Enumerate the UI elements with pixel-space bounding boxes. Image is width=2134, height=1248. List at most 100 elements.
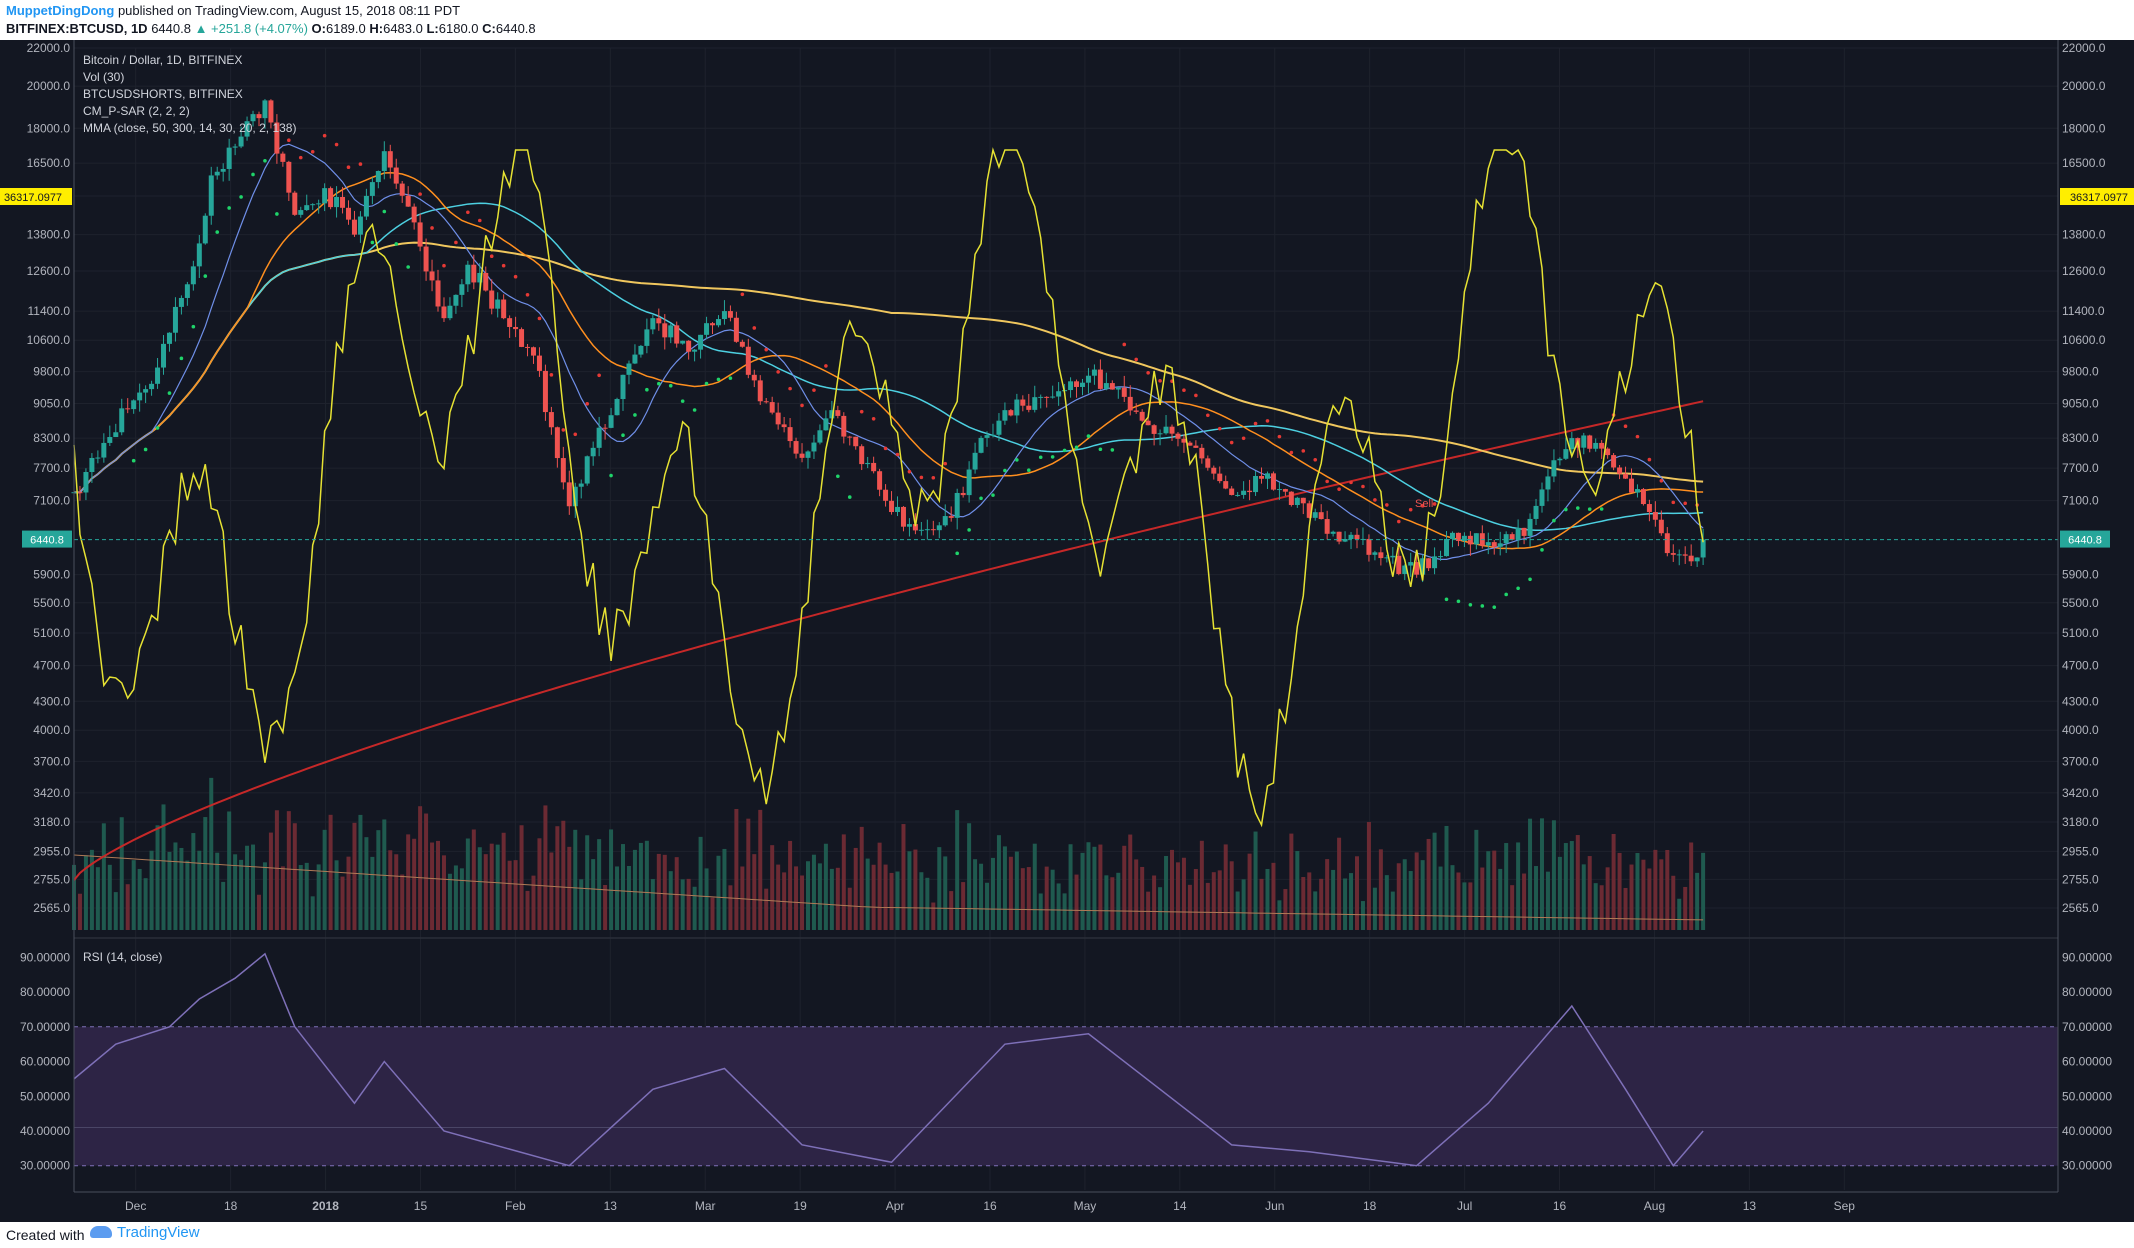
tradingview-logo[interactable]: TradingView	[90, 1224, 200, 1241]
volume-bar	[1438, 866, 1443, 930]
psar-dot	[1337, 487, 1341, 491]
legend-psar[interactable]: CM_P-SAR (2, 2, 2)	[83, 104, 190, 118]
psar-dot	[1301, 449, 1306, 453]
candle-body	[1032, 397, 1038, 410]
volume-bar	[979, 863, 984, 930]
legend-rsi[interactable]: RSI (14, close)	[83, 950, 162, 964]
rsi-tick-right: 40.00000	[2062, 1124, 2112, 1138]
volume-bar	[603, 884, 608, 930]
volume-bar	[256, 894, 261, 930]
candle-body	[1605, 448, 1611, 456]
candle-body	[781, 424, 787, 428]
volume-bar	[1134, 859, 1139, 930]
candle-body	[1300, 497, 1306, 504]
close-label: C:	[482, 21, 496, 36]
candle-body	[1444, 538, 1450, 557]
time-tick: Feb	[505, 1199, 526, 1213]
volume-bar	[125, 884, 130, 930]
grid-lines	[74, 47, 2058, 1190]
legend-main[interactable]: Bitcoin / Dollar, 1D, BITFINEX	[83, 53, 242, 67]
author-link[interactable]: MuppetDingDong	[6, 3, 115, 18]
time-tick: 19	[793, 1199, 807, 1213]
ma-300-line	[73, 400, 1704, 881]
candle-body	[560, 458, 566, 483]
legend-shorts[interactable]: BTCUSDSHORTS, BITFINEX	[83, 87, 243, 101]
psar-dot	[1182, 388, 1186, 393]
candle-body	[1539, 489, 1545, 506]
volume-bar	[1349, 873, 1354, 930]
volume-bar	[441, 855, 446, 930]
price-tick-right: 3420.0	[2062, 786, 2099, 800]
rsi-axis-labels: 90.00000 90.00000 80.00000 80.00000 70.00000…	[20, 950, 2112, 1172]
candle-body	[871, 462, 877, 472]
volume-bar	[1468, 882, 1473, 930]
psar-dot	[418, 192, 422, 196]
candle-body	[841, 415, 847, 437]
candle-body	[1199, 447, 1205, 459]
psar-dot	[883, 446, 888, 451]
candle-body	[620, 374, 626, 400]
candle-body	[1121, 387, 1127, 397]
psar-dot	[704, 381, 709, 386]
legend-vol[interactable]: Vol (30)	[83, 70, 124, 84]
legend-mma[interactable]: MMA (close, 50, 300, 14, 30, 20, 2, 138)	[83, 121, 296, 135]
volume-bar	[352, 822, 357, 930]
psar-dot	[1003, 468, 1007, 473]
candle-body	[1426, 558, 1432, 569]
volume-bar	[459, 868, 464, 930]
candle-body	[698, 334, 704, 350]
volume-bar	[310, 896, 315, 930]
candle-body	[1181, 438, 1187, 443]
candle-body	[1390, 555, 1396, 558]
time-tick: Mar	[695, 1199, 716, 1213]
price-change: ▲ +251.8 (+4.07%)	[194, 21, 308, 36]
candle-body	[375, 170, 381, 183]
candle-body	[793, 441, 799, 454]
psar-dot	[537, 316, 542, 321]
psar-dot	[1647, 457, 1652, 462]
candle-body	[1593, 442, 1599, 449]
psar-dot	[836, 474, 840, 479]
symbol-name[interactable]: BITFINEX:BTCUSD, 1D	[6, 21, 148, 36]
chart-canvas[interactable]: 22000.0 22000.0 20000.0 20000.0 18000.0 18000…	[0, 40, 2134, 1222]
candle-body	[1133, 410, 1139, 412]
volume-bar	[334, 860, 339, 930]
volume-bar	[656, 853, 661, 930]
volume-bar	[1146, 891, 1151, 930]
candle-body	[351, 219, 357, 235]
psar-dot	[430, 226, 434, 230]
candle-body	[1640, 489, 1646, 505]
psar-dot	[776, 370, 780, 374]
price-tick-left: 2755.0	[33, 872, 70, 886]
candle-body	[119, 408, 125, 433]
volume-bar	[1372, 887, 1377, 930]
volume-bar	[609, 829, 614, 930]
psar-dot	[609, 473, 613, 478]
candle-body	[411, 206, 417, 223]
volume-bar	[77, 893, 82, 930]
psar-dot	[1504, 592, 1508, 597]
low-value: 6180.0	[438, 21, 479, 36]
candle-body	[149, 383, 155, 390]
time-tick: Apr	[886, 1199, 905, 1213]
candle-body	[77, 492, 83, 494]
rsi-tick-right: 70.00000	[2062, 1020, 2112, 1034]
psar-dot	[967, 528, 971, 532]
candle-body	[1163, 426, 1169, 434]
psar-dot	[298, 155, 303, 160]
psar-dot	[645, 387, 649, 392]
candle-body	[1229, 488, 1235, 495]
volume-bar	[1575, 835, 1580, 930]
psar-dot	[1468, 602, 1473, 607]
volume-bar	[859, 826, 864, 930]
volume-bar	[728, 885, 733, 930]
volume-bar	[1229, 861, 1234, 930]
candle-body	[208, 175, 214, 216]
price-tick-right: 4700.0	[2062, 659, 2099, 673]
volume-bar	[949, 891, 954, 930]
candle-body	[1085, 375, 1091, 383]
chart-svg[interactable]: 22000.0 22000.0 20000.0 20000.0 18000.0 18000…	[0, 40, 2134, 1222]
candle-body	[1545, 476, 1551, 490]
volume-bar	[1301, 877, 1306, 930]
candle-body	[948, 516, 954, 518]
